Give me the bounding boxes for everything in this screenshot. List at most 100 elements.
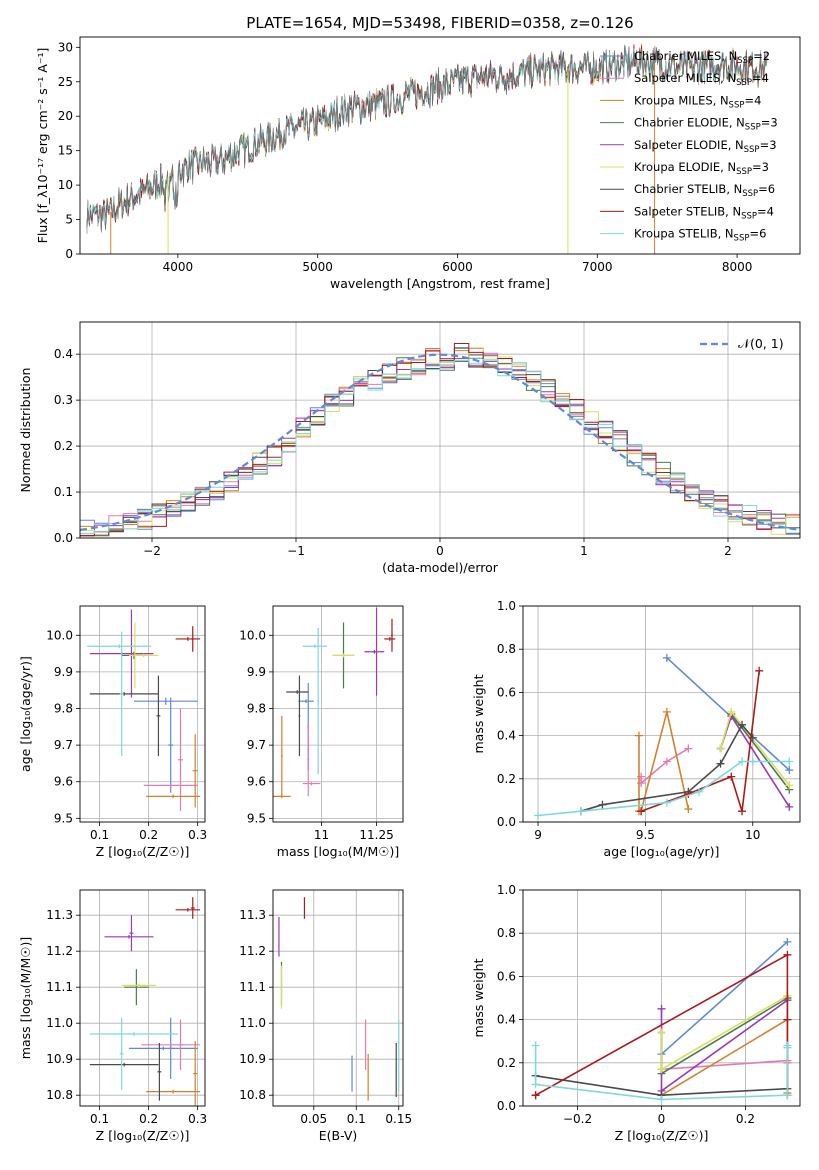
plus-marker	[598, 800, 607, 809]
legend-entry: Kroupa ELODIE, NSSP=3	[634, 160, 769, 177]
x-tick-label: 0.3	[188, 828, 207, 842]
plus-marker	[783, 1091, 792, 1100]
data-spectrum-line	[86, 44, 768, 233]
plus-marker	[637, 807, 646, 816]
legend-count: =2	[753, 49, 770, 63]
weight-line	[537, 760, 790, 817]
plus-marker	[662, 653, 671, 662]
y-tick-label: 9.9	[247, 665, 266, 679]
plus-marker	[727, 772, 736, 781]
y-tick-label: 11.3	[239, 908, 266, 922]
y-tick-label: 0.3	[54, 393, 73, 407]
legend-entry: Chabrier ELODIE, NSSP=3	[634, 116, 778, 133]
axes-frame	[522, 605, 801, 823]
y-tick-label: 11.0	[46, 1016, 73, 1030]
y-tick-label: 10.9	[46, 1052, 73, 1066]
plus-marker	[534, 811, 543, 820]
y-tick-label: 5	[65, 213, 73, 227]
axes-age_vs_Z: 0.1 0.2 0.3 9.5 9.6 9.7 9.8 9.9 10.0 Z [log₁₀(Z/Z…	[18, 605, 207, 859]
x-axis-label: E(B-V)	[319, 1128, 358, 1143]
legend-entry: Kroupa MILES, NSSP=4	[634, 93, 761, 110]
legend-count: =3	[761, 116, 778, 130]
x-axis-label: mass [log₁₀(M/M☉)]	[277, 844, 399, 859]
x-axis-label: wavelength [Angstrom, rest frame]	[330, 276, 550, 291]
y-tick-label: 11.1	[46, 980, 73, 994]
spectrum-line	[86, 45, 768, 234]
plus-marker	[785, 766, 794, 775]
plus-marker	[785, 757, 794, 766]
plus-marker	[695, 787, 704, 796]
legend-count: =4	[744, 93, 761, 107]
plus-marker	[662, 798, 671, 807]
plus-marker	[785, 802, 794, 811]
y-tick-label: 9.6	[54, 775, 73, 789]
plus-marker	[657, 1004, 666, 1013]
y-tick-label: 15	[58, 144, 73, 158]
x-tick-label: 4000	[163, 260, 194, 274]
y-tick-label: 0.0	[54, 531, 73, 545]
plot-area-mass_vs_Z	[89, 897, 201, 1106]
legend-entry: Salpeter MILES, NSSP=4	[634, 71, 769, 88]
x-tick-label: 9	[534, 828, 542, 842]
axes-residuals: −2 −1 0 1 2 0.0 0.1 0.2 0.3 0.4 (data-model)/error…	[18, 321, 801, 575]
weight-line	[580, 723, 754, 812]
plus-marker	[738, 807, 747, 816]
y-tick-label: 0.6	[497, 685, 516, 699]
x-tick-label: 1	[580, 544, 588, 558]
y-tick-label: 10.9	[239, 1052, 266, 1066]
y-tick-label: 10.8	[46, 1088, 73, 1102]
x-axis-label: Z [log₁₀(Z/Z☉)]	[615, 1128, 709, 1143]
x-tick-label: 0.15	[385, 1112, 412, 1126]
y-tick-label: 0.6	[497, 969, 516, 983]
plus-marker	[716, 744, 725, 753]
y-tick-label: 9.5	[247, 811, 266, 825]
x-tick-label: 0.1	[90, 1112, 109, 1126]
y-axis-label: mass [log₁₀(M/M☉)]	[18, 937, 33, 1059]
plus-marker	[783, 937, 792, 946]
x-tick-label: 0.2	[139, 828, 158, 842]
weight-line	[660, 941, 788, 1055]
y-tick-label: 20	[58, 109, 73, 123]
y-tick-label: 1.0	[497, 883, 516, 897]
x-tick-label: 8000	[722, 260, 753, 274]
y-tick-label: 9.5	[54, 811, 73, 825]
legend-entry: Salpeter STELIB, NSSP=4	[634, 204, 774, 221]
plot-area-age_vs_mass	[273, 607, 396, 799]
axes-frame	[272, 605, 404, 823]
y-tick-label: 25	[58, 75, 73, 89]
legend-subscript: SSP	[744, 145, 760, 155]
legend-entry: 𝒩(0, 1)	[738, 336, 784, 351]
x-tick-label: 0.1	[347, 1112, 366, 1126]
plus-marker	[755, 666, 764, 675]
plus-marker	[531, 1091, 540, 1100]
y-tick-label: 0.1	[54, 485, 73, 499]
y-tick-label: 11.2	[46, 944, 73, 958]
y-tick-label: 0.4	[54, 347, 73, 361]
legend-count: =3	[760, 138, 777, 152]
axes-frame	[272, 889, 404, 1107]
plus-marker	[634, 731, 643, 740]
axes-frame	[79, 605, 206, 823]
y-tick-label: 11.0	[239, 1016, 266, 1030]
y-tick-label: 0.0	[497, 1099, 516, 1113]
y-tick-label: 30	[58, 40, 73, 54]
y-tick-label: 9.6	[247, 775, 266, 789]
y-tick-label: 0.4	[497, 1013, 516, 1027]
x-axis-label: age [log₁₀(age/yr)]	[604, 844, 720, 859]
y-tick-label: 0.0	[497, 815, 516, 829]
plus-marker	[738, 757, 747, 766]
legend-subscript: SSP	[734, 234, 750, 244]
y-tick-label: 1.0	[497, 599, 516, 613]
x-tick-label: 7000	[582, 260, 613, 274]
y-axis-label: age [log₁₀(age/yr)]	[18, 656, 33, 772]
legend-count: =4	[757, 204, 774, 218]
x-tick-label: 10	[745, 828, 760, 842]
plot-area-spectrum	[86, 43, 768, 254]
plot-area-weight_vs_Z	[531, 937, 792, 1104]
plus-marker	[684, 805, 693, 814]
figure-title: PLATE=1654, MJD=53498, FIBERID=0358, z=0…	[246, 14, 633, 32]
plus-marker	[531, 1080, 540, 1089]
spectrum-legend: Chabrier MILES, NSSP=2 Salpeter MILES, NS…	[600, 49, 778, 244]
x-tick-label: 0.2	[139, 1112, 158, 1126]
legend-entry: Chabrier MILES, NSSP=2	[634, 49, 770, 66]
